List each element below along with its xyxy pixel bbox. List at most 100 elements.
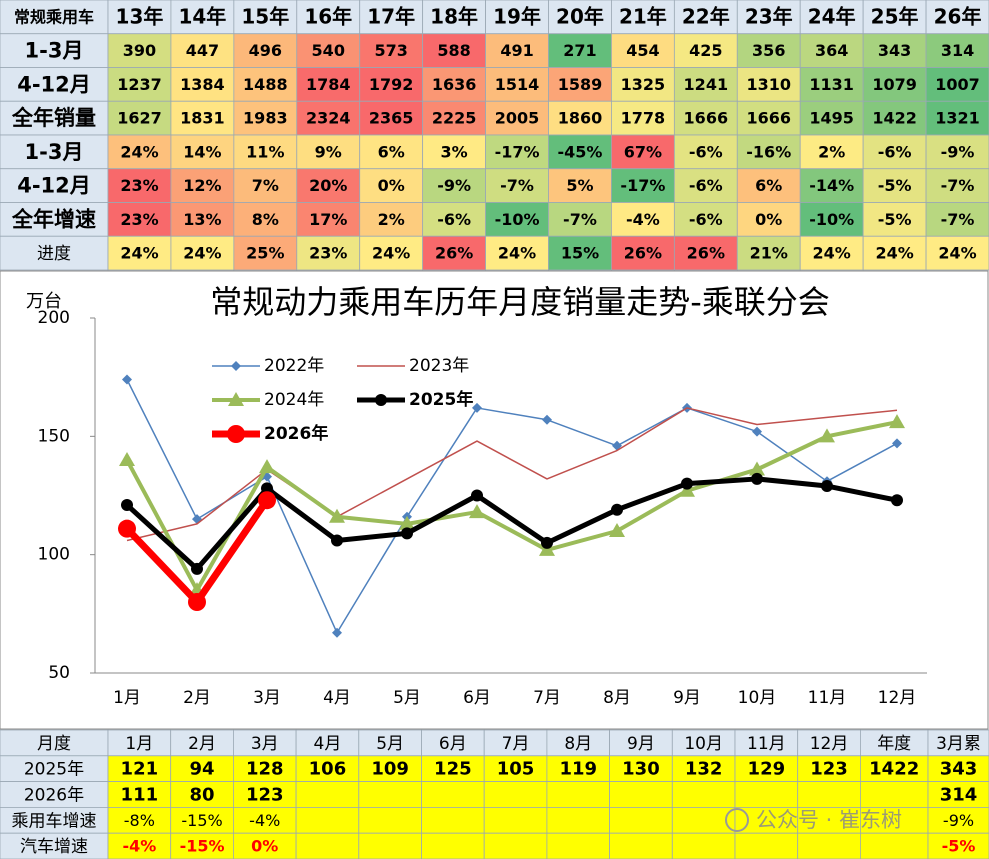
cell: [295, 832, 360, 859]
cell: [483, 807, 548, 834]
cell: [421, 832, 485, 859]
point: [539, 541, 555, 556]
point: [749, 461, 765, 476]
heat-cell: [359, 100, 424, 136]
cell: [358, 832, 422, 859]
cell-text: 24%: [183, 244, 221, 263]
header-cell: [862, 0, 927, 35]
heat-cell: [107, 202, 172, 237]
chart-title: 常规动力乘用车历年月度销量走势-乘联分会: [210, 283, 830, 321]
cell-text: 24%: [875, 244, 913, 263]
header-cell: [546, 729, 611, 757]
header-text: 20年: [556, 4, 604, 28]
cell-text: 343: [940, 759, 978, 780]
heat-cell: [359, 168, 424, 203]
heat-cell: [359, 67, 424, 102]
cell-text: 1422: [872, 109, 917, 128]
cell: [671, 781, 736, 808]
cell: [546, 832, 611, 859]
heat-cell: [611, 134, 675, 170]
row-label: 1-3月: [25, 140, 84, 164]
cell-text: 2005: [495, 109, 540, 128]
cell-text: -5%: [942, 837, 976, 856]
cell: [927, 807, 989, 834]
cell-text: -6%: [878, 142, 912, 161]
header-text: 6月: [439, 734, 467, 754]
header-text: 14年: [178, 4, 226, 28]
cell-text: 12%: [183, 176, 221, 195]
heat-cell: [422, 134, 486, 170]
point: [892, 438, 902, 449]
heat-cell: [485, 168, 549, 203]
heat-cell: [296, 168, 361, 203]
cell-text: 1321: [935, 109, 980, 128]
cell-text: 2365: [369, 109, 414, 128]
cell-text: 1831: [180, 109, 225, 128]
header-text: 月度: [37, 734, 71, 754]
heat-cell: [548, 235, 612, 271]
cell-text: 121: [121, 759, 159, 780]
heat-cell: [611, 235, 675, 271]
cell-text: 1131: [809, 75, 854, 94]
point: [472, 402, 482, 413]
heat-cell: [233, 168, 298, 203]
cell: [358, 755, 422, 782]
point: [471, 489, 483, 502]
cell-text: 271: [563, 41, 596, 60]
cell-text: 119: [559, 759, 597, 780]
cell-text: 447: [186, 41, 219, 60]
cell-text: 1983: [243, 109, 288, 128]
heat-cell: [925, 100, 989, 136]
heat-cell: [485, 134, 549, 170]
heat-cell: [736, 67, 801, 102]
cell-text: 573: [374, 41, 407, 60]
cell-text: -10%: [495, 210, 540, 229]
header-text: 26年: [934, 4, 982, 28]
y-tick-label: 100: [38, 545, 70, 565]
header-text: 4月: [314, 734, 342, 754]
heat-cell: [925, 67, 989, 102]
header-text: 12月: [810, 734, 849, 754]
heat-cell: [799, 235, 864, 271]
point: [609, 523, 625, 537]
cell-text: 26%: [435, 244, 473, 263]
cell-text: -17%: [495, 142, 540, 161]
cell-text: 129: [748, 759, 786, 780]
header-text: 15年: [241, 4, 289, 28]
cell-text: 105: [497, 759, 535, 780]
heat-cell: [170, 134, 235, 170]
cell-text: 1666: [746, 109, 791, 128]
cell-text: 24%: [938, 244, 976, 263]
legend-marker: [375, 394, 387, 406]
cell-text: -45%: [557, 142, 602, 161]
header-cell: [170, 729, 234, 757]
heat-cell: [611, 67, 675, 102]
row-label: 汽车增速: [20, 837, 88, 857]
header-text: 年度: [877, 734, 911, 754]
heat-cell: [233, 235, 298, 271]
cell: [421, 755, 485, 782]
heat-cell: [359, 235, 424, 271]
legend-label: 2022年: [264, 356, 324, 376]
row-label-cell: [0, 807, 109, 834]
point: [191, 562, 203, 575]
cell-text: 24%: [372, 244, 410, 263]
heat-cell: [736, 168, 801, 203]
cell-text: 390: [123, 41, 156, 60]
heat-cell: [422, 168, 486, 203]
point: [119, 452, 135, 466]
row-label: 2026年: [24, 786, 84, 806]
heat-cell: [170, 100, 235, 136]
cell: [546, 755, 611, 782]
cell-text: 454: [626, 41, 659, 60]
cell: [609, 781, 673, 808]
cell: [671, 755, 736, 782]
point: [542, 414, 552, 425]
series-line: [125, 420, 898, 593]
header-text: 常规乘用车: [14, 7, 94, 26]
row-label: 进度: [37, 244, 71, 264]
heat-cell: [359, 202, 424, 237]
cell-text: 314: [940, 785, 978, 806]
chart-frame: [0, 270, 989, 730]
header-text: 19年: [493, 4, 541, 28]
